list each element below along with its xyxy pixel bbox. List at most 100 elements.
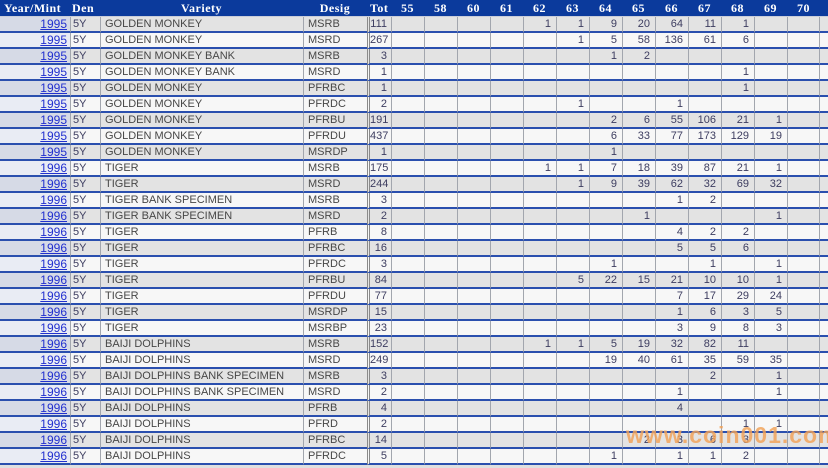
- row-filler: [820, 289, 828, 305]
- year-link[interactable]: 1996: [40, 433, 67, 447]
- grade-cell-65: 2: [622, 433, 655, 449]
- tot-cell: 2: [367, 97, 391, 113]
- grade-cell-58: [424, 113, 457, 129]
- year-link[interactable]: 1996: [40, 417, 67, 431]
- grade-cell-60: [457, 49, 490, 65]
- table-row: 1996 5Y TIGER PFRB 8 4 2 2: [0, 225, 828, 241]
- grade-cell-66: 39: [655, 161, 688, 177]
- year-link[interactable]: 1996: [40, 449, 67, 463]
- year-link[interactable]: 1995: [40, 97, 67, 111]
- grade-cell-70: [787, 369, 820, 385]
- year-link[interactable]: 1995: [40, 81, 67, 95]
- den-cell: 5Y: [70, 33, 100, 49]
- year-link[interactable]: 1996: [40, 241, 67, 255]
- grade-cell-63: 1: [556, 17, 589, 33]
- grade-cell-64: [589, 417, 622, 433]
- grade-cell-60: [457, 161, 490, 177]
- grade-cell-61: [490, 257, 523, 273]
- grade-cell-61: [490, 145, 523, 161]
- row-filler: [820, 353, 828, 369]
- grade-cell-65: [622, 401, 655, 417]
- grade-cell-58: [424, 241, 457, 257]
- den-cell: 5Y: [70, 193, 100, 209]
- grade-cell-58: [424, 81, 457, 97]
- grade-cell-60: [457, 289, 490, 305]
- grade-cell-65: [622, 193, 655, 209]
- grade-cell-65: 18: [622, 161, 655, 177]
- grade-cell-60: [457, 177, 490, 193]
- year-link[interactable]: 1995: [40, 145, 67, 159]
- tot-cell: 2: [367, 209, 391, 225]
- grade-cell-65: 15: [622, 273, 655, 289]
- grade-cell-60: [457, 401, 490, 417]
- grade-cell-65: 19: [622, 337, 655, 353]
- den-cell: 5Y: [70, 177, 100, 193]
- row-filler: [820, 193, 828, 209]
- grade-cell-66: [655, 49, 688, 65]
- year-cell: 1995: [0, 33, 70, 49]
- den-cell: 5Y: [70, 273, 100, 289]
- year-link[interactable]: 1996: [40, 225, 67, 239]
- grade-cell-55: [391, 337, 424, 353]
- year-link[interactable]: 1996: [40, 401, 67, 415]
- desig-cell: MSRD: [303, 177, 367, 193]
- year-link[interactable]: 1996: [40, 193, 67, 207]
- year-link[interactable]: 1995: [40, 49, 67, 63]
- year-link[interactable]: 1996: [40, 305, 67, 319]
- year-link[interactable]: 1996: [40, 161, 67, 175]
- grade-cell-66: 3: [655, 433, 688, 449]
- grade-cell-68: [721, 193, 754, 209]
- grade-cell-64: 1: [589, 257, 622, 273]
- year-link[interactable]: 1996: [40, 257, 67, 271]
- grade-cell-69: [754, 81, 787, 97]
- grade-cell-61: [490, 97, 523, 113]
- grade-cell-63: [556, 145, 589, 161]
- grade-cell-63: [556, 81, 589, 97]
- desig-cell: MSRDP: [303, 305, 367, 321]
- grade-cell-70: [787, 417, 820, 433]
- den-cell: 5Y: [70, 401, 100, 417]
- year-link[interactable]: 1996: [40, 209, 67, 223]
- grade-cell-67: 32: [688, 177, 721, 193]
- grade-cell-64: [589, 241, 622, 257]
- grade-cell-67: [688, 209, 721, 225]
- year-link[interactable]: 1996: [40, 177, 67, 191]
- year-link[interactable]: 1996: [40, 369, 67, 383]
- year-link[interactable]: 1996: [40, 273, 67, 287]
- grade-cell-61: [490, 129, 523, 145]
- grade-cell-55: [391, 209, 424, 225]
- grade-cell-62: 1: [523, 17, 556, 33]
- grade-cell-68: [721, 369, 754, 385]
- grade-cell-64: 2: [589, 113, 622, 129]
- year-link[interactable]: 1995: [40, 33, 67, 47]
- desig-cell: PFRDU: [303, 129, 367, 145]
- column-header-63: 63: [556, 0, 589, 17]
- year-link[interactable]: 1996: [40, 337, 67, 351]
- year-link[interactable]: 1995: [40, 129, 67, 143]
- year-link[interactable]: 1996: [40, 385, 67, 399]
- tot-cell: 14: [367, 433, 391, 449]
- grade-cell-68: 11: [721, 337, 754, 353]
- grade-cell-62: [523, 305, 556, 321]
- year-link[interactable]: 1995: [40, 113, 67, 127]
- den-cell: 5Y: [70, 433, 100, 449]
- grade-cell-63: 1: [556, 337, 589, 353]
- desig-cell: MSRB: [303, 17, 367, 33]
- grade-cell-58: [424, 257, 457, 273]
- year-link[interactable]: 1996: [40, 321, 67, 335]
- year-link[interactable]: 1995: [40, 17, 67, 31]
- grade-cell-69: 24: [754, 289, 787, 305]
- grade-cell-64: [589, 369, 622, 385]
- column-header-67: 67: [688, 0, 721, 17]
- year-link[interactable]: 1996: [40, 353, 67, 367]
- year-link[interactable]: 1996: [40, 289, 67, 303]
- grade-cell-66: 1: [655, 449, 688, 465]
- grade-cell-68: 59: [721, 353, 754, 369]
- year-link[interactable]: 1995: [40, 65, 67, 79]
- grade-cell-69: [754, 145, 787, 161]
- den-cell: 5Y: [70, 305, 100, 321]
- grade-cell-60: [457, 273, 490, 289]
- grade-cell-67: 10: [688, 273, 721, 289]
- grade-cell-55: [391, 417, 424, 433]
